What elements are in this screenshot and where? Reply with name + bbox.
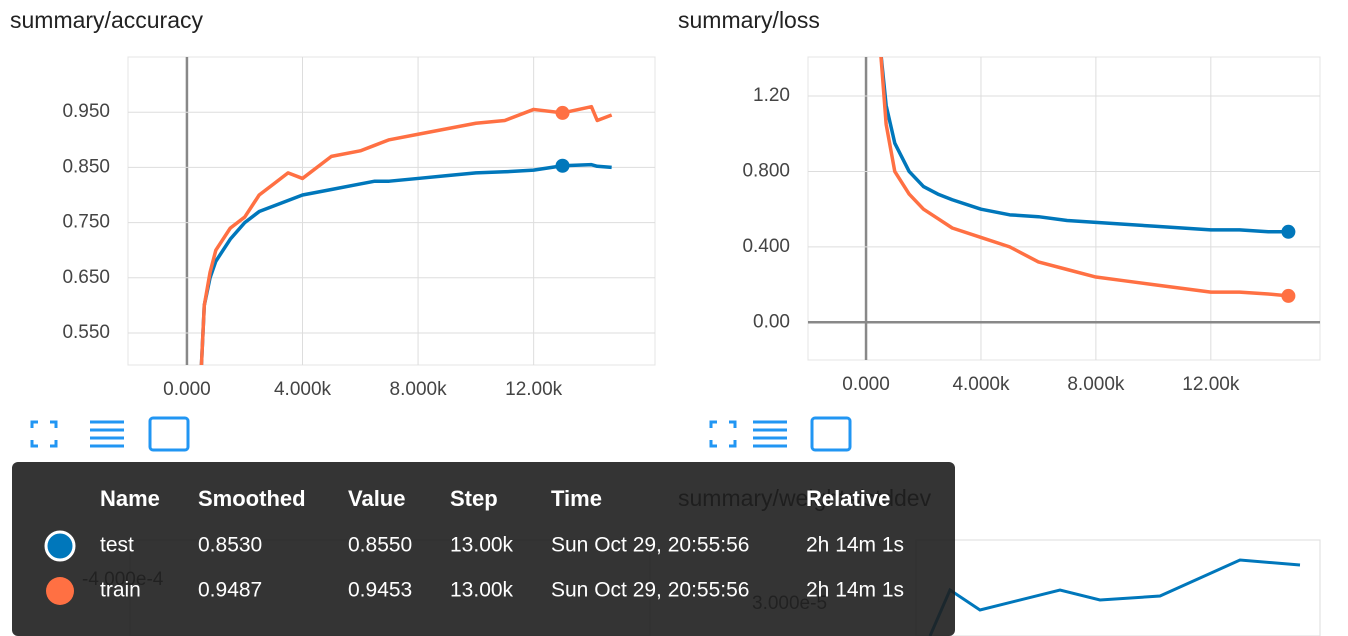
x-tick-label: 12.00k [505, 379, 563, 400]
x-tick-label: 4.000k [274, 379, 332, 400]
x-tick-label: 4.000k [952, 374, 1010, 395]
column-header: Relative [806, 486, 890, 511]
y-tick-label: 0.750 [62, 212, 110, 233]
tooltip: Name Smoothed Value Step Time Relative test 0.8… [12, 462, 955, 636]
column-header: Smoothed [198, 486, 306, 511]
y-tick-label: 0.400 [742, 236, 790, 257]
tooltip-box [12, 462, 955, 636]
fullscreen-icon[interactable] [30, 420, 58, 448]
column-header: Value [348, 486, 405, 511]
y-tick-label: 0.650 [62, 267, 110, 288]
y-tick-label: 0.550 [62, 322, 110, 343]
fit-domain-icon[interactable] [810, 416, 852, 452]
cell: Sun Oct 29, 20:55:56 [551, 579, 749, 602]
column-header: Name [100, 486, 160, 511]
cell: 13.00k [450, 579, 514, 602]
lower-plot [915, 539, 1321, 636]
lower-line [928, 558, 1301, 636]
x-tick-label: 0.000 [163, 379, 211, 400]
y-tick-label: 0.850 [62, 156, 110, 177]
series-swatch [44, 530, 76, 562]
chart-toolbar [30, 416, 852, 452]
series-line [879, 57, 1289, 298]
column-header: Step [450, 486, 498, 511]
series-line [879, 57, 1289, 234]
hover-dot [555, 158, 570, 173]
hover-dot [555, 105, 570, 120]
series-line [199, 104, 613, 365]
y-tick-label: 0.950 [62, 101, 110, 122]
cell: Sun Oct 29, 20:55:56 [551, 534, 749, 557]
cell: 2h 14m 1s [806, 534, 904, 557]
fullscreen-icon[interactable] [709, 420, 737, 448]
cell: train [100, 579, 141, 602]
toggle-log-icon[interactable] [90, 420, 124, 448]
chart: summary/accuracy 0.000 4.000k 8.000k 12.00k 0… [10, 7, 656, 400]
cell: 13.00k [450, 534, 514, 557]
series-swatch [46, 577, 74, 605]
toggle-log-icon[interactable] [753, 420, 787, 448]
plot-frame [127, 56, 656, 366]
y-tick-label: 0.00 [753, 311, 790, 332]
chart-title: summary/loss [678, 7, 820, 33]
chart-title: summary/accuracy [10, 7, 203, 33]
plot-area [879, 57, 1289, 298]
y-tick-label: 1.20 [753, 85, 790, 106]
cell: 2h 14m 1s [806, 579, 904, 602]
charts: summary/accuracy 0.000 4.000k 8.000k 12.00k 0… [10, 7, 1321, 400]
chart: summary/loss 0.000 4.000k 8.000k 12.00k 1.20 0… [678, 7, 1321, 395]
cell: 0.9487 [198, 579, 262, 602]
cell: test [100, 534, 134, 557]
plot-area [199, 104, 613, 365]
column-header: Time [551, 486, 602, 511]
x-tick-label: 0.000 [842, 374, 890, 395]
y-tick-label: 0.800 [742, 160, 790, 181]
cell: 0.8530 [198, 534, 262, 557]
x-tick-label: 8.000k [1067, 374, 1125, 395]
cell: 0.8550 [348, 534, 412, 557]
hover-dot [1281, 288, 1296, 303]
x-tick-label: 12.00k [1182, 374, 1240, 395]
plot-frame [807, 56, 1321, 361]
fit-domain-icon[interactable] [148, 416, 190, 452]
hover-dot [1281, 224, 1296, 239]
series-line [199, 162, 612, 365]
x-tick-label: 8.000k [390, 379, 448, 400]
cell: 0.9453 [348, 579, 412, 602]
